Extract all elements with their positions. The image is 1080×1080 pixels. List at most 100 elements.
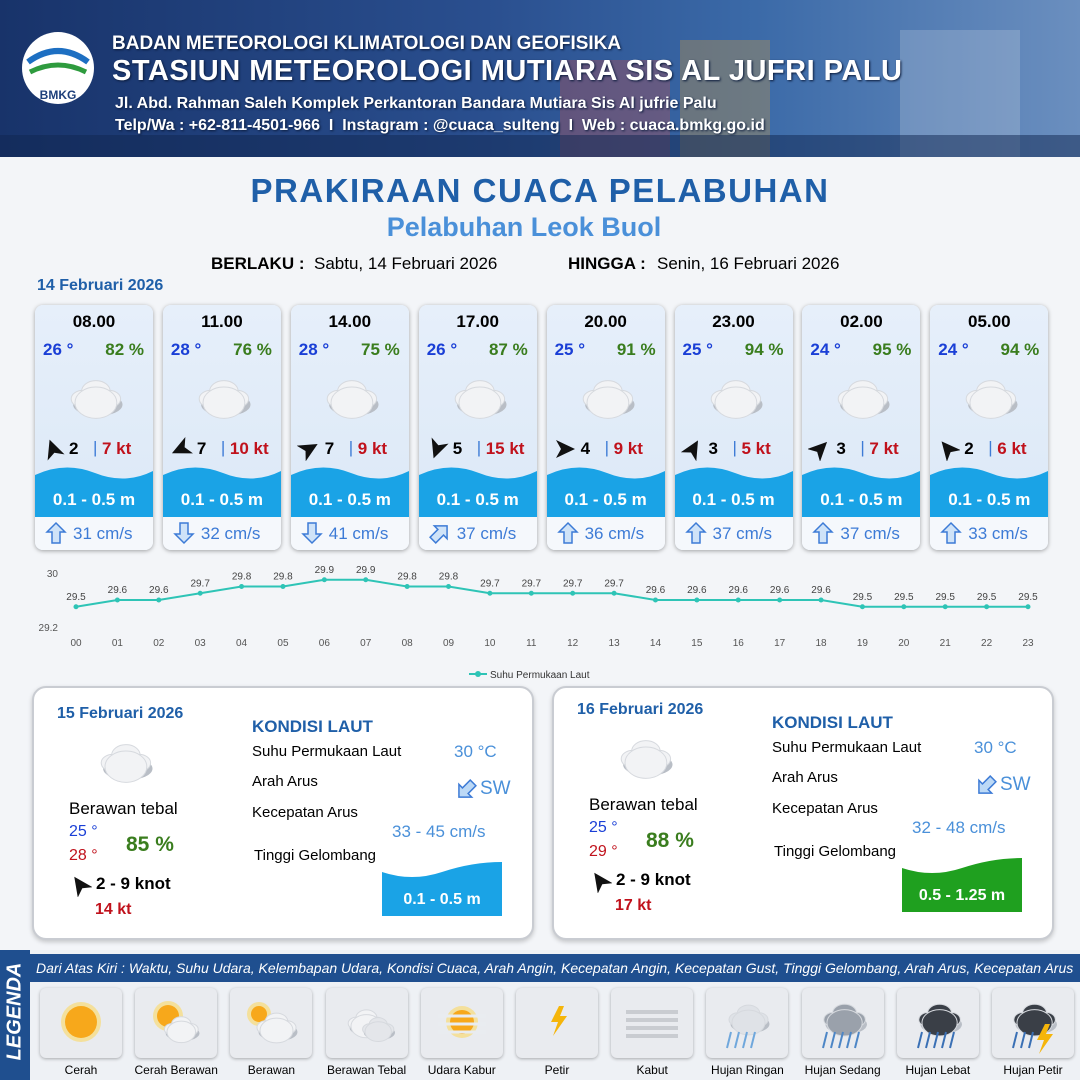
wave-band [162, 467, 281, 517]
valid-to-label: HINGGA : [568, 254, 646, 273]
temp-min: 25 ° [589, 819, 618, 836]
legend-description: Dari Atas Kiri : Waktu, Suhu Udara, Kele… [36, 960, 1074, 976]
day-panel: 16 Februari 2026 Berawan tebal 25 ° 29 ° 88 … [552, 686, 1054, 940]
current-arrow-shape [300, 522, 323, 545]
weather-icon [710, 380, 762, 419]
sst-label: 29.7 [190, 578, 210, 589]
legend-item-label: Kabut [636, 1063, 668, 1077]
separator: | [220, 438, 226, 457]
wind-arrow [296, 444, 318, 461]
weather-icon [965, 380, 1018, 419]
sst-point [114, 597, 120, 603]
current-dir-label: Arah Arus [252, 773, 318, 790]
sst-label: 29.5 [935, 592, 955, 603]
temp-max: 29 ° [589, 843, 618, 860]
humidity: 94 % [1000, 340, 1040, 359]
current-arrow-shape [978, 775, 997, 794]
sst-point [777, 597, 783, 603]
x-tick-label: 19 [857, 638, 869, 649]
wind-arrow [431, 437, 449, 459]
legend-item-label: Udara Kabur [427, 1063, 496, 1077]
current-speed: 32 - 48 cm/s [912, 818, 1006, 837]
legend-icon [916, 1003, 962, 1049]
forecast-card: 20.00 25 ° 91 % 4 | 9 kt 0.1 - 0.5 m 36 cm/s [546, 305, 665, 550]
rain [742, 1031, 749, 1049]
wind-arrow-shape [47, 439, 65, 461]
legend-item-label: Cerah Berawan [134, 1063, 218, 1077]
current-arrow-shape [45, 521, 67, 544]
wave-band [35, 467, 153, 517]
rain [750, 1031, 757, 1049]
legend-icon [551, 1006, 567, 1036]
sst-label: 29.8 [273, 572, 293, 583]
time: 14.00 [328, 312, 372, 331]
legend-icon [61, 1002, 101, 1042]
sst-label: 29.9 [356, 565, 376, 576]
separator: | [476, 438, 482, 457]
x-tick-label: 10 [484, 638, 496, 649]
legend-icon-box [706, 988, 789, 1058]
humidity: 75 % [361, 340, 400, 359]
sst-chart: 29.2 30 00 01 02 03 04 05 06 07 08 09 10 11 12 13 14 15 16… [39, 565, 1039, 681]
legend-icon-box [516, 988, 598, 1058]
wave-height: 0.1 - 0.5 m [948, 490, 1031, 509]
sst-point [652, 597, 658, 603]
current-speed: 41 cm/s [328, 524, 389, 543]
cloud-part [1016, 1009, 1053, 1037]
sst-label: 29.6 [687, 585, 707, 596]
legend-item-label: Hujan Ringan [711, 1063, 784, 1077]
rain [916, 1031, 923, 1049]
cloud-part [259, 1017, 294, 1044]
legend-label: Suhu Permukaan Laut [490, 670, 590, 681]
legend-icon-box [325, 988, 408, 1058]
x-tick-label: 00 [70, 638, 82, 649]
title: PRAKIRAAN CUACA PELABUHAN [250, 172, 830, 209]
wind-speed: 5 [452, 439, 463, 458]
wind-arrow-shape [594, 872, 612, 893]
agency: BADAN METEOROLOGI KLIMATOLOGI DAN GEOFIS… [112, 33, 622, 54]
current-arrow [684, 521, 707, 544]
current-speed: 33 - 45 cm/s [392, 822, 486, 841]
current-arrow [556, 521, 579, 544]
current-arrow [173, 522, 195, 545]
cloud-part [826, 1009, 863, 1037]
sst-point [363, 577, 369, 583]
air-temp: 24 ° [938, 340, 969, 359]
time: 17.00 [456, 312, 499, 331]
rain [932, 1031, 939, 1049]
rain [734, 1031, 741, 1049]
sst-point [735, 597, 741, 603]
cloud-part [921, 1009, 958, 1037]
current-arrow-shape [428, 525, 448, 544]
sst-label: Suhu Permukaan Laut [772, 739, 922, 756]
humidity: 94 % [744, 340, 784, 359]
air-temp: 26 ° [426, 340, 458, 359]
x-tick-label: 03 [195, 638, 207, 649]
bolt [1037, 1024, 1053, 1054]
wind-range: 2 - 9 knot [96, 874, 171, 893]
wave-height: 0.1 - 0.5 m [436, 490, 519, 509]
humidity: 76 % [233, 340, 272, 359]
x-tick-label: 16 [733, 638, 745, 649]
sst-point [239, 584, 245, 589]
wind-arrow [594, 872, 612, 893]
x-tick-label: 12 [567, 638, 579, 649]
air-temp: 25 ° [682, 340, 713, 359]
weather-icon [620, 740, 673, 779]
rain [837, 1031, 844, 1049]
sst-label: 29.6 [811, 585, 831, 596]
x-tick-label: 17 [774, 638, 786, 649]
day1-date: 14 Februari 2026 [37, 277, 164, 294]
condition: Berawan tebal [589, 795, 698, 814]
separator: | [860, 438, 865, 457]
wind-arrow [47, 439, 65, 461]
legend-item-label: Hujan Petir [1003, 1063, 1063, 1077]
humidity: 91 % [616, 340, 656, 359]
forecast-card: 17.00 26 ° 87 % 5 | 15 kt 0.1 - 0.5 m 37 cm/s [418, 305, 537, 550]
sst-label: 29.6 [108, 585, 128, 596]
wind-arrow [555, 440, 575, 458]
wind-speed: 7 [196, 439, 207, 458]
x-tick-label: 18 [815, 638, 827, 649]
rain [853, 1031, 860, 1049]
logo-text: BMKG [39, 88, 77, 102]
